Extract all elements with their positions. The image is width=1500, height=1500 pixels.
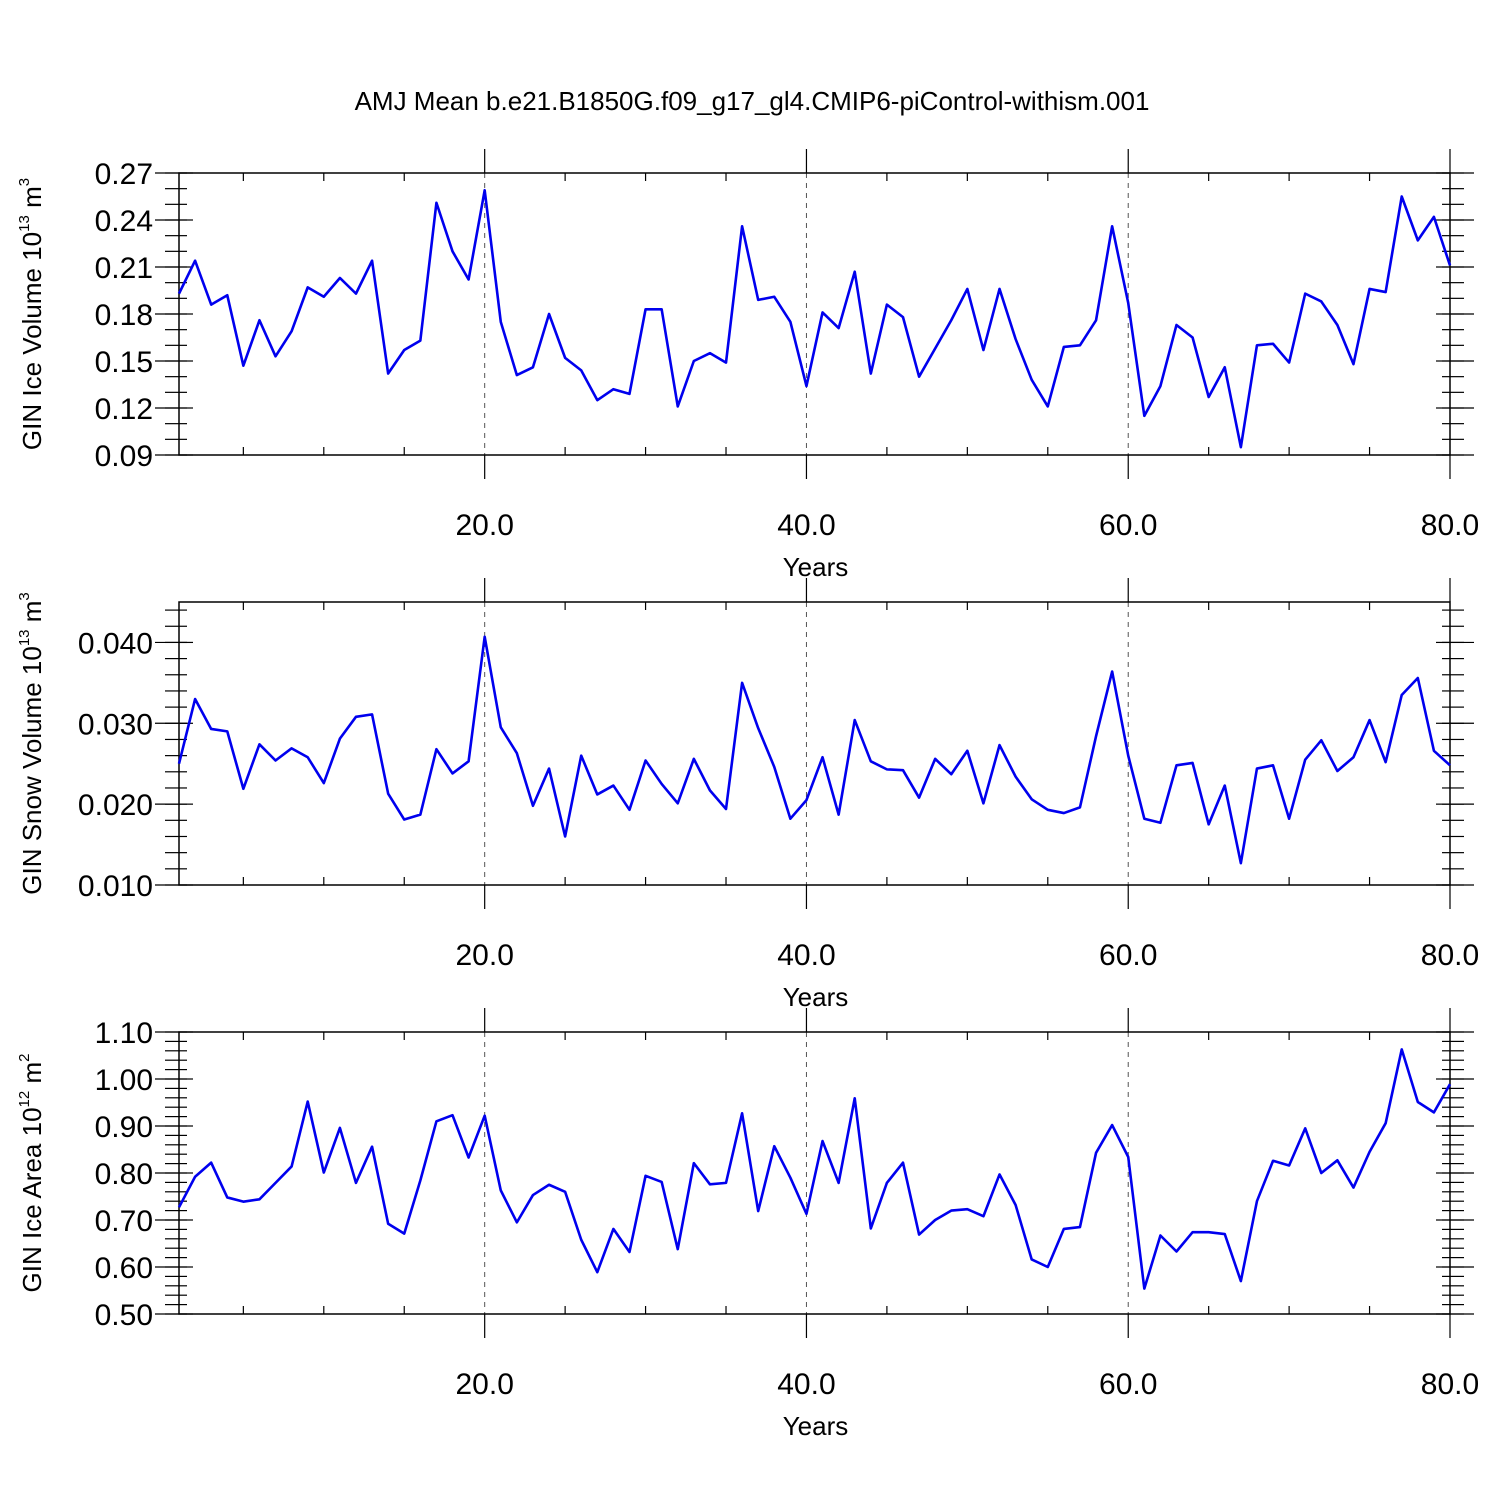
y-tick-label-0.18: 0.18: [95, 299, 153, 332]
series-line: [177, 1048, 1452, 1290]
y-tick-label-0.27: 0.27: [95, 158, 153, 191]
y-axis-title-text: GIN Ice Volume 10: [17, 232, 47, 450]
chart-title: AMJ Mean b.e21.B1850G.f09_g17_gl4.CMIP6-…: [355, 86, 1150, 116]
y-tick-label-0.12: 0.12: [95, 393, 153, 426]
x-tick-label-40.0: 40.0: [777, 1368, 835, 1401]
plot-frame: [178, 601, 1451, 886]
x-axis-title: Years: [783, 1411, 849, 1441]
x-tick-label-40.0: 40.0: [777, 509, 835, 542]
y-tick-label-0.60: 0.60: [95, 1252, 153, 1285]
y-tick-label-0.21: 0.21: [95, 252, 153, 285]
plot-frame: [178, 172, 1451, 456]
y-axis-title-unit: m: [17, 601, 47, 630]
y-axis-title-exponent: 13: [16, 629, 33, 646]
y-tick-label-0.50: 0.50: [95, 1299, 153, 1332]
y-axis-title-unit-exponent: 3: [16, 178, 33, 186]
y-tick-label-0.020: 0.020: [78, 789, 153, 822]
y-tick-label-1.10: 1.10: [95, 1017, 153, 1050]
y-axis-title-text: GIN Ice Area 10: [17, 1107, 47, 1292]
y-tick-label-0.010: 0.010: [78, 870, 153, 903]
series-line: [177, 635, 1451, 865]
x-tick-label-20.0: 20.0: [455, 939, 513, 972]
y-tick-label-0.80: 0.80: [95, 1158, 153, 1191]
x-axis-title: Years: [783, 552, 849, 582]
y-tick-label-0.15: 0.15: [95, 346, 153, 379]
panel-3: 20.0 40.0 60.0 80.0 0.50 0.60 0.70 0.80 0.90 1.00…: [16, 1008, 1479, 1441]
panels-group: 20.0 40.0 60.0 80.0 0.09 0.12 0.15 0.18 0.21 0.24…: [16, 149, 1479, 1441]
x-tick-label-80.0: 80.0: [1421, 939, 1479, 972]
y-axis-title-unit: m: [17, 1062, 47, 1091]
x-axis-title: Years: [783, 982, 849, 1012]
x-tick-label-80.0: 80.0: [1421, 1368, 1479, 1401]
y-axis-title: GIN Snow Volume 1013 m3: [16, 592, 47, 895]
y-tick-label-0.24: 0.24: [95, 205, 153, 238]
y-tick-label-0.030: 0.030: [78, 708, 153, 741]
y-tick-label-0.90: 0.90: [95, 1111, 153, 1144]
y-axis-title: GIN Ice Area 1012 m2: [16, 1054, 47, 1293]
x-tick-label-60.0: 60.0: [1099, 509, 1157, 542]
y-axis-title-exponent: 13: [16, 215, 33, 232]
y-tick-label-1.00: 1.00: [95, 1064, 153, 1097]
y-tick-label-0.09: 0.09: [95, 440, 153, 473]
x-tick-label-20.0: 20.0: [455, 1368, 513, 1401]
series-line: [177, 188, 1452, 449]
panel-1: 20.0 40.0 60.0 80.0 0.09 0.12 0.15 0.18 0.21 0.24…: [16, 149, 1479, 582]
y-axis-title-text: GIN Snow Volume 10: [17, 646, 47, 895]
y-axis-title-unit-exponent: 2: [16, 1054, 33, 1062]
y-axis-title-exponent: 12: [16, 1091, 33, 1108]
y-axis-title-unit-exponent: 3: [16, 592, 33, 600]
y-tick-label-0.70: 0.70: [95, 1205, 153, 1238]
panel-2: 20.0 40.0 60.0 80.0 0.010 0.020 0.030 0.040 Year…: [16, 578, 1479, 1012]
y-tick-label-0.040: 0.040: [78, 627, 153, 660]
x-tick-label-60.0: 60.0: [1099, 939, 1157, 972]
x-tick-label-20.0: 20.0: [455, 509, 513, 542]
x-tick-label-60.0: 60.0: [1099, 1368, 1157, 1401]
plot-frame: [178, 1031, 1451, 1315]
y-axis-title-unit: m: [17, 186, 47, 215]
y-axis-title: GIN Ice Volume 1013 m3: [16, 178, 47, 450]
x-tick-label-80.0: 80.0: [1421, 509, 1479, 542]
x-tick-label-40.0: 40.0: [777, 939, 835, 972]
